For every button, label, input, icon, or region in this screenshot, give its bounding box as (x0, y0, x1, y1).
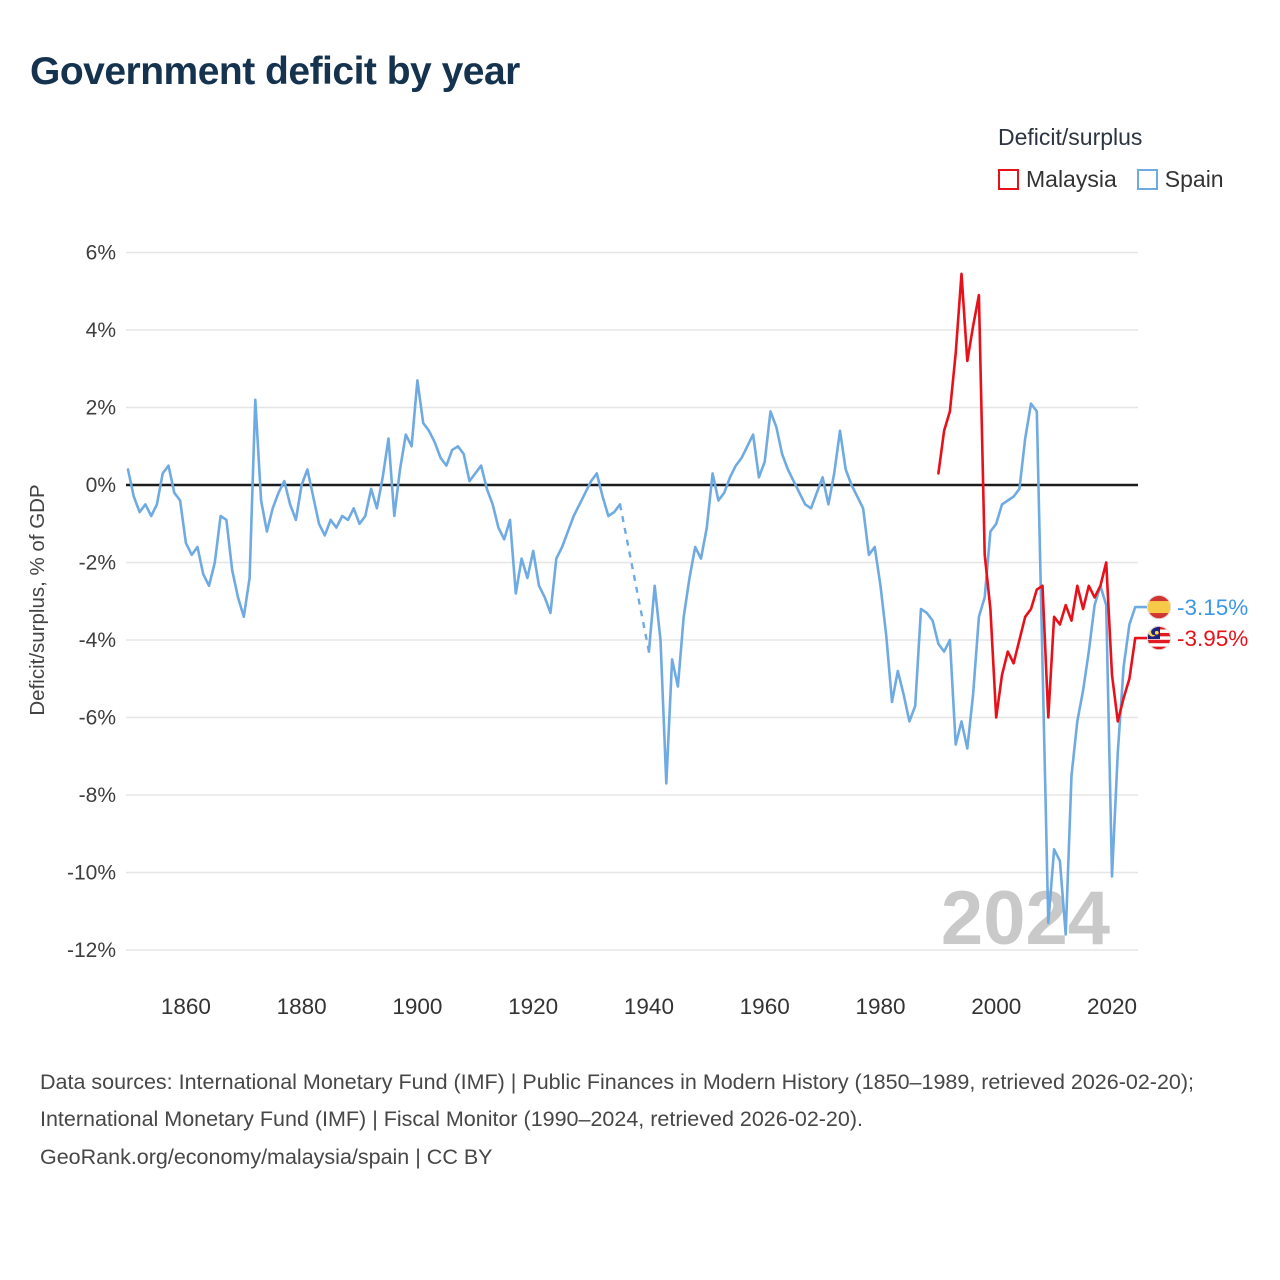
svg-text:1960: 1960 (740, 994, 790, 1019)
svg-text:1920: 1920 (508, 994, 558, 1019)
deficit-line-chart[interactable]: 6% 4% 2% 0% -2% -4% -6% -8% -10% -12% 1860 1880 1900… (0, 0, 1280, 1060)
svg-text:-2%: -2% (79, 552, 116, 575)
legend-item-label: Spain (1164, 166, 1224, 192)
svg-text:-4%: -4% (79, 629, 116, 652)
svg-text:1860: 1860 (161, 994, 211, 1019)
svg-text:-10%: -10% (67, 862, 116, 885)
svg-text:1900: 1900 (392, 994, 442, 1019)
svg-text:2%: 2% (86, 397, 116, 420)
svg-text:-6%: -6% (79, 707, 116, 730)
spain-series-swatch-icon (1136, 169, 1158, 190)
legend: Deficit/surplus Malaysia Spain (998, 124, 1224, 193)
svg-text:2000: 2000 (971, 994, 1021, 1019)
data-sources-text: Data sources: International Monetary Fun… (40, 1070, 1195, 1131)
legend-item-label: Malaysia (1026, 166, 1117, 192)
svg-text:1880: 1880 (277, 994, 327, 1019)
page-title: Government deficit by year (30, 50, 520, 93)
svg-text:1980: 1980 (855, 994, 905, 1019)
attribution-text: GeoRank.org/economy/malaysia/spain | CC … (40, 1144, 493, 1169)
legend-item-spain[interactable]: Spain (1136, 166, 1224, 193)
malaysia-series-swatch-icon (998, 169, 1019, 190)
legend-items: Malaysia Spain (998, 166, 1224, 193)
svg-text:-3.95%: -3.95% (1177, 626, 1248, 651)
svg-text:0%: 0% (86, 474, 116, 497)
svg-text:6%: 6% (86, 242, 116, 265)
svg-text:2020: 2020 (1087, 994, 1137, 1019)
footer: Data sources: International Monetary Fun… (40, 1064, 1240, 1176)
legend-title: Deficit/surplus (998, 124, 1143, 150)
svg-text:-8%: -8% (79, 784, 116, 807)
svg-text:1940: 1940 (624, 994, 674, 1019)
svg-text:2024: 2024 (941, 876, 1110, 961)
legend-item-malaysia[interactable]: Malaysia (998, 166, 1117, 193)
svg-text:-3.15%: -3.15% (1177, 595, 1248, 620)
svg-text:-12%: -12% (67, 939, 116, 962)
svg-text:4%: 4% (86, 319, 116, 342)
svg-text:Deficit/surplus, % of GDP: Deficit/surplus, % of GDP (26, 484, 49, 715)
